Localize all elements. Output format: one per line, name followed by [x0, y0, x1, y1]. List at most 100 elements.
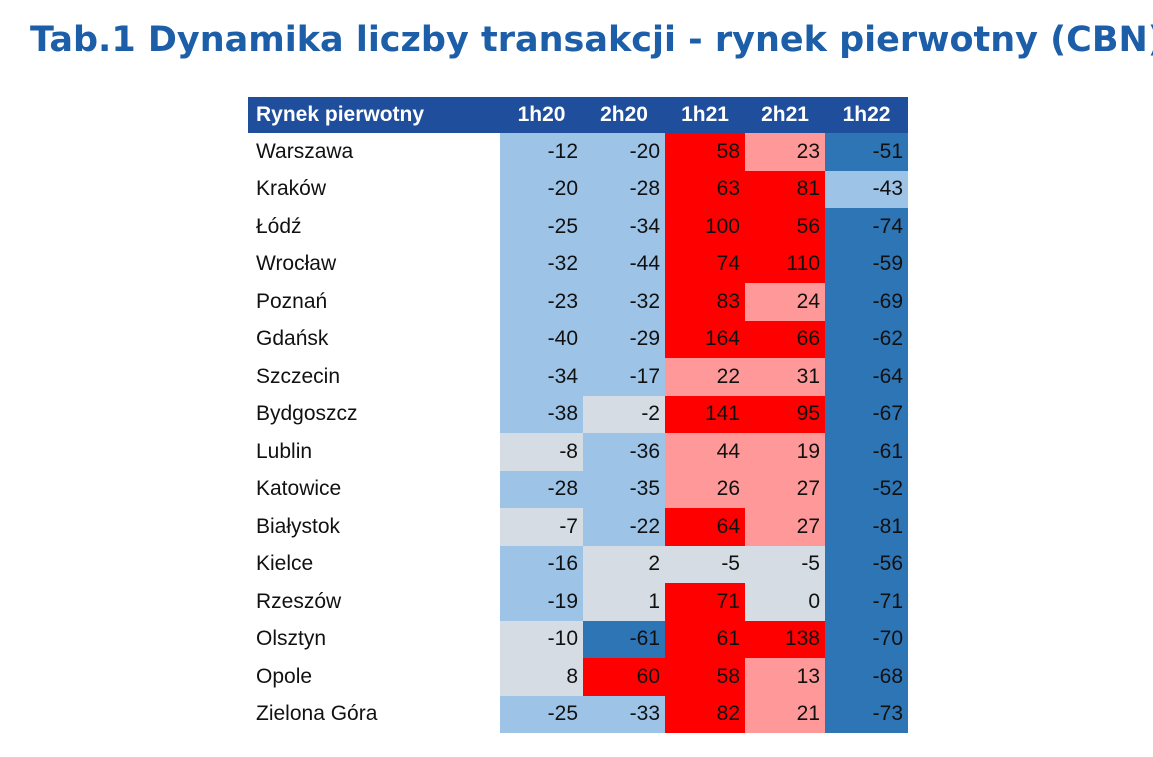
value-cell: -61 [583, 620, 665, 658]
table-row: Zielona Góra -25 -33 82 21 -73 [248, 695, 908, 733]
column-header: 1h21 [665, 97, 745, 133]
row-label: Szczecin [248, 358, 500, 396]
value-cell: -40 [500, 320, 583, 358]
table-row: Lublin -8 -36 44 19 -61 [248, 433, 908, 471]
row-label: Bydgoszcz [248, 395, 500, 433]
value-cell: 13 [745, 658, 825, 696]
row-label: Kraków [248, 170, 500, 208]
value-cell: 23 [745, 133, 825, 171]
value-cell: -20 [583, 133, 665, 171]
value-cell: 44 [665, 433, 745, 471]
row-label: Warszawa [248, 133, 500, 171]
table-row: Katowice -28 -35 26 27 -52 [248, 470, 908, 508]
value-cell: 31 [745, 358, 825, 396]
column-header: 1h20 [500, 97, 583, 133]
row-label: Poznań [248, 283, 500, 321]
value-cell: -71 [825, 583, 908, 621]
table-row: Łódź -25 -34 100 56 -74 [248, 208, 908, 246]
value-cell: 74 [665, 245, 745, 283]
value-cell: -17 [583, 358, 665, 396]
value-cell: 83 [665, 283, 745, 321]
row-label: Wrocław [248, 245, 500, 283]
row-label: Łódź [248, 208, 500, 246]
value-cell: 27 [745, 470, 825, 508]
value-cell: 164 [665, 320, 745, 358]
value-cell: -16 [500, 545, 583, 583]
row-label: Lublin [248, 433, 500, 471]
value-cell: 58 [665, 133, 745, 171]
table-row: Rzeszów -19 1 71 0 -71 [248, 583, 908, 621]
value-cell: -70 [825, 620, 908, 658]
value-cell: -5 [665, 545, 745, 583]
value-cell: -61 [825, 433, 908, 471]
value-cell: 138 [745, 620, 825, 658]
value-cell: -68 [825, 658, 908, 696]
value-cell: -34 [583, 208, 665, 246]
value-cell: -32 [583, 283, 665, 321]
value-cell: 66 [745, 320, 825, 358]
value-cell: -7 [500, 508, 583, 546]
value-cell: -52 [825, 470, 908, 508]
row-label: Opole [248, 658, 500, 696]
value-cell: 100 [665, 208, 745, 246]
header-row: Rynek pierwotny 1h20 2h20 1h21 2h21 1h22 [248, 97, 908, 133]
column-header: Rynek pierwotny [248, 97, 500, 133]
row-label: Olsztyn [248, 620, 500, 658]
value-cell: -33 [583, 695, 665, 733]
row-label: Katowice [248, 470, 500, 508]
value-cell: 61 [665, 620, 745, 658]
value-cell: -73 [825, 695, 908, 733]
value-cell: -2 [583, 395, 665, 433]
value-cell: 26 [665, 470, 745, 508]
value-cell: -8 [500, 433, 583, 471]
table-row: Wrocław -32 -44 74 110 -59 [248, 245, 908, 283]
table-row: Gdańsk -40 -29 164 66 -62 [248, 320, 908, 358]
value-cell: -5 [745, 545, 825, 583]
value-cell: -34 [500, 358, 583, 396]
value-cell: -44 [583, 245, 665, 283]
value-cell: 141 [665, 395, 745, 433]
value-cell: 0 [745, 583, 825, 621]
title: Tab.1 Dynamika liczby transakcji - rynek… [30, 20, 1153, 60]
value-cell: 1 [583, 583, 665, 621]
value-cell: -62 [825, 320, 908, 358]
value-cell: -56 [825, 545, 908, 583]
value-cell: 21 [745, 695, 825, 733]
row-label: Białystok [248, 508, 500, 546]
table-row: Olsztyn -10 -61 61 138 -70 [248, 620, 908, 658]
table-row: Szczecin -34 -17 22 31 -64 [248, 358, 908, 396]
value-cell: -81 [825, 508, 908, 546]
table-row: Białystok -7 -22 64 27 -81 [248, 508, 908, 546]
value-cell: 8 [500, 658, 583, 696]
value-cell: -10 [500, 620, 583, 658]
value-cell: -22 [583, 508, 665, 546]
value-cell: 71 [665, 583, 745, 621]
row-label: Zielona Góra [248, 695, 500, 733]
data-table: Rynek pierwotny 1h20 2h20 1h21 2h21 1h22 Wars… [248, 97, 908, 733]
value-cell: 60 [583, 658, 665, 696]
column-header: 2h21 [745, 97, 825, 133]
table-row: Kielce -16 2 -5 -5 -56 [248, 545, 908, 583]
value-cell: -25 [500, 208, 583, 246]
table-row: Bydgoszcz -38 -2 141 95 -67 [248, 395, 908, 433]
value-cell: 24 [745, 283, 825, 321]
value-cell: 22 [665, 358, 745, 396]
value-cell: -12 [500, 133, 583, 171]
value-cell: -59 [825, 245, 908, 283]
value-cell: -29 [583, 320, 665, 358]
value-cell: 110 [745, 245, 825, 283]
value-cell: -69 [825, 283, 908, 321]
value-cell: -23 [500, 283, 583, 321]
value-cell: 19 [745, 433, 825, 471]
value-cell: -35 [583, 470, 665, 508]
table-row: Poznań -23 -32 83 24 -69 [248, 283, 908, 321]
table-row: Warszawa -12 -20 58 23 -51 [248, 133, 908, 171]
table-row: Opole 8 60 58 13 -68 [248, 658, 908, 696]
value-cell: 27 [745, 508, 825, 546]
value-cell: 64 [665, 508, 745, 546]
value-cell: -67 [825, 395, 908, 433]
value-cell: -43 [825, 170, 908, 208]
column-header: 1h22 [825, 97, 908, 133]
value-cell: -32 [500, 245, 583, 283]
